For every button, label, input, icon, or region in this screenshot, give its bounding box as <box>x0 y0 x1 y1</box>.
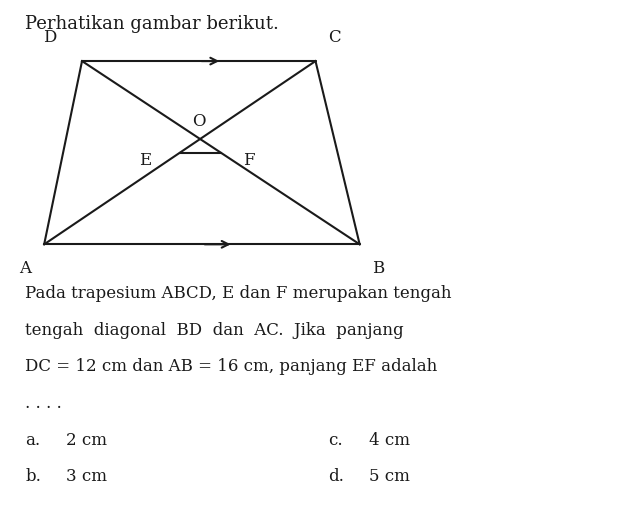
Text: F: F <box>243 152 254 169</box>
Text: D: D <box>44 29 57 46</box>
Text: 4 cm: 4 cm <box>369 432 410 448</box>
Text: O: O <box>192 113 206 130</box>
Text: C: C <box>328 29 341 46</box>
Text: tengah  diagonal  BD  dan  AC.  Jika  panjang: tengah diagonal BD dan AC. Jika panjang <box>25 322 404 338</box>
Text: Pada trapesium ABCD, E dan F merupakan tengah: Pada trapesium ABCD, E dan F merupakan t… <box>25 285 452 302</box>
Text: 3 cm: 3 cm <box>66 468 107 485</box>
Text: . . . .: . . . . <box>25 395 62 412</box>
Text: 5 cm: 5 cm <box>369 468 410 485</box>
Text: d.: d. <box>328 468 344 485</box>
Text: c.: c. <box>328 432 343 448</box>
Text: 2 cm: 2 cm <box>66 432 107 448</box>
Text: a.: a. <box>25 432 40 448</box>
Text: E: E <box>139 152 151 169</box>
Text: b.: b. <box>25 468 41 485</box>
Text: Perhatikan gambar berikut.: Perhatikan gambar berikut. <box>25 15 279 33</box>
Text: DC = 12 cm dan AB = 16 cm, panjang EF adalah: DC = 12 cm dan AB = 16 cm, panjang EF ad… <box>25 358 437 375</box>
Text: B: B <box>372 260 384 276</box>
Text: A: A <box>19 260 31 276</box>
